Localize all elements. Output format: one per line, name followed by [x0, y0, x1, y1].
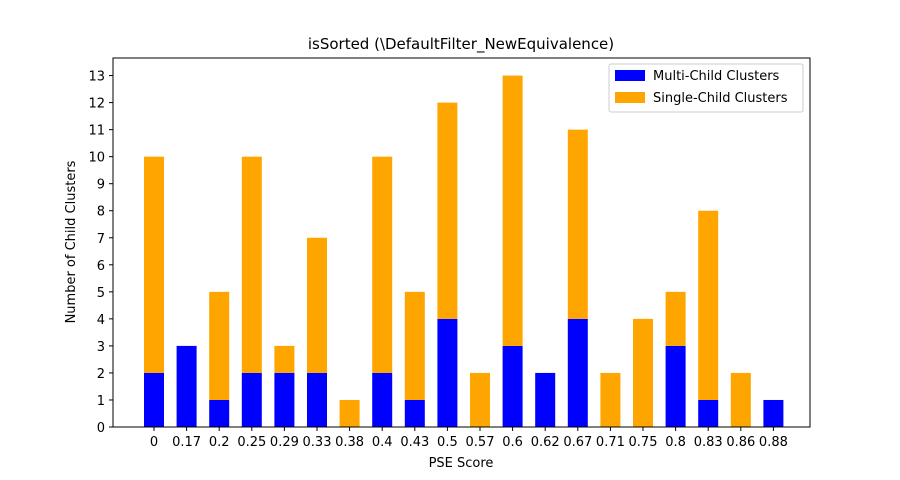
legend-label-single-child: Single-Child Clusters: [653, 91, 788, 106]
bar-multi-child-4: [274, 372, 295, 427]
chart-title: isSorted (\DefaultFilter_NewEquivalence): [308, 35, 614, 54]
x-tick-label: 0.86: [726, 435, 755, 450]
bar-multi-child-13: [567, 318, 588, 427]
bar-multi-child-0: [144, 372, 164, 427]
x-tick-label: 0.75: [629, 435, 658, 450]
bar-single-child-5: [307, 237, 327, 373]
bar-multi-child-2: [209, 399, 230, 427]
y-axis-label: Number of Child Clusters: [64, 160, 79, 323]
bar-single-child-6: [339, 399, 360, 427]
x-tick-label: 0.17: [172, 435, 201, 450]
legend-swatch-single-child: [615, 92, 645, 103]
x-tick-label: 0.38: [335, 435, 364, 450]
bar-multi-child-9: [437, 318, 458, 427]
x-tick-label: 0.4: [372, 435, 393, 450]
bar-multi-child-16: [665, 345, 686, 427]
bars-group: [144, 75, 784, 427]
x-tick-label: 0.6: [502, 435, 523, 450]
x-tick-label: 0.43: [400, 435, 429, 450]
y-tick-label: 3: [97, 340, 105, 355]
y-tick-label: 4: [97, 313, 105, 328]
y-tick-label: 1: [97, 394, 105, 409]
y-tick-label: 2: [97, 367, 105, 382]
x-ticks: 0 0.17 0.2 0.25 0.29 0.33 0.38 0.4 0.43 0.5 0.57 0.…: [150, 427, 788, 450]
bar-single-child-7: [372, 156, 393, 373]
y-tick-label: 11: [88, 124, 105, 139]
x-tick-label: 0.29: [270, 435, 299, 450]
bar-single-child-11: [502, 75, 523, 346]
bar-single-child-16: [665, 291, 686, 346]
y-tick-label: 5: [97, 286, 105, 301]
x-tick-label: 0.25: [237, 435, 266, 450]
x-tick-label: 0.71: [596, 435, 625, 450]
y-tick-label: 9: [97, 178, 105, 193]
y-tick-label: 10: [88, 151, 105, 166]
x-tick-label: 0.83: [694, 435, 723, 450]
bar-multi-child-11: [502, 345, 523, 427]
x-tick-label: 0.8: [665, 435, 686, 450]
bar-single-child-13: [567, 129, 588, 319]
x-tick-label: 0.57: [466, 435, 495, 450]
bar-single-child-15: [633, 318, 653, 427]
legend-swatch-multi-child: [615, 70, 645, 81]
x-tick-label: 0.88: [759, 435, 788, 450]
x-tick-label: 0.67: [563, 435, 592, 450]
bar-multi-child-17: [698, 399, 719, 427]
plot-frame: [112, 57, 811, 428]
bar-single-child-18: [730, 372, 751, 427]
bar-single-child-10: [470, 372, 490, 427]
y-tick-label: 8: [97, 205, 105, 220]
x-tick-label: 0.5: [437, 435, 458, 450]
x-tick-label: 0.62: [531, 435, 560, 450]
bar-multi-child-8: [404, 399, 425, 427]
bar-multi-child-3: [241, 372, 262, 427]
bar-single-child-3: [241, 156, 262, 373]
legend: Multi-Child Clusters Single-Child Cluste…: [608, 63, 804, 113]
x-tick-label: 0.33: [303, 435, 332, 450]
bar-multi-child-7: [372, 372, 393, 427]
y-tick-label: 7: [97, 232, 105, 247]
bar-multi-child-5: [307, 372, 327, 427]
y-tick-label: 6: [97, 259, 105, 274]
bar-single-child-14: [600, 372, 621, 427]
legend-box: [608, 63, 804, 113]
x-tick-label: 0.2: [209, 435, 230, 450]
y-tick-label: 12: [88, 97, 105, 112]
x-tick-label: 0: [150, 435, 158, 450]
legend-label-multi-child: Multi-Child Clusters: [653, 69, 780, 84]
bar-single-child-4: [274, 345, 295, 373]
bar-single-child-9: [437, 102, 458, 319]
bar-single-child-17: [698, 210, 719, 400]
bar-single-child-8: [404, 291, 425, 400]
x-axis-label: PSE Score: [429, 456, 494, 471]
bar-single-child-0: [144, 156, 164, 373]
bar-single-child-2: [209, 291, 230, 400]
bar-multi-child-1: [176, 345, 197, 427]
bar-multi-child-12: [535, 372, 556, 427]
bar-multi-child-19: [763, 399, 784, 427]
y-tick-label: 13: [88, 70, 105, 85]
y-tick-label: 0: [97, 421, 105, 436]
